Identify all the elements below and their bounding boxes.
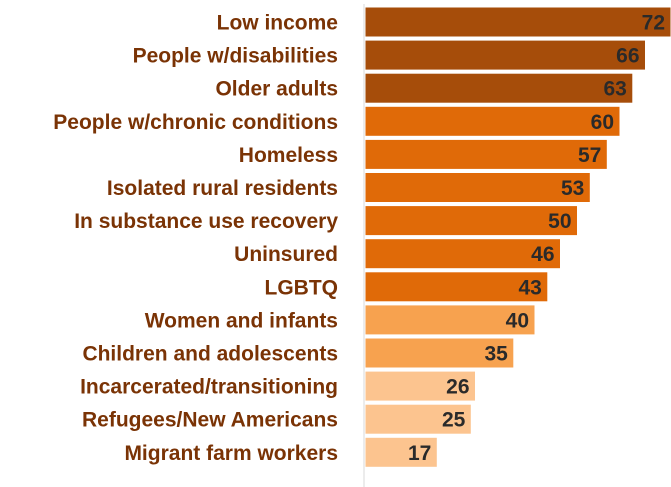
value-label-refugees-new-americans: 25: [442, 409, 466, 432]
category-label-incarcerated-transitioning: Incarcerated/transitioning: [80, 376, 338, 399]
bar-lgbtq: [364, 271, 549, 303]
bars-group: [364, 6, 671, 468]
bar-children-and-adolescents: [364, 337, 515, 369]
value-label-lgbtq: 43: [518, 276, 541, 299]
bar-refugees-new-americans: [364, 403, 472, 435]
bar-uninsured: [364, 238, 561, 270]
value-label-homeless: 57: [578, 144, 601, 167]
value-label-low-income: 72: [642, 12, 665, 35]
value-label-older-adults: 63: [603, 78, 626, 101]
category-label-migrant-farm-workers: Migrant farm workers: [124, 442, 338, 465]
value-label-people-w-disabilities: 66: [616, 45, 639, 68]
bar-low-income: [364, 6, 671, 38]
category-label-older-adults: Older adults: [215, 78, 338, 101]
bar-people-w-chronic-conditions: [364, 105, 621, 137]
bar-in-substance-use-recovery: [364, 205, 578, 237]
value-label-isolated-rural-residents: 53: [561, 177, 584, 200]
category-label-children-and-adolescents: Children and adolescents: [82, 343, 338, 366]
category-label-low-income: Low income: [217, 12, 338, 35]
bar-incarcerated-transitioning: [364, 370, 476, 402]
category-label-people-w-disabilities: People w/disabilities: [133, 45, 338, 68]
category-labels-group: Low income People w/disabilities Older adu…: [53, 12, 338, 465]
value-label-people-w-chronic-conditions: 60: [591, 111, 614, 134]
category-label-isolated-rural-residents: Isolated rural residents: [107, 177, 338, 200]
value-label-migrant-farm-workers: 17: [408, 442, 431, 465]
category-label-homeless: Homeless: [239, 144, 338, 167]
bar-migrant-farm-workers: [364, 436, 438, 468]
bar-homeless: [364, 138, 608, 170]
category-label-people-w-chronic-conditions: People w/chronic conditions: [53, 111, 338, 134]
value-label-uninsured: 46: [531, 243, 554, 266]
bar-women-and-infants: [364, 304, 536, 336]
category-label-women-and-infants: Women and infants: [145, 309, 338, 332]
category-label-uninsured: Uninsured: [234, 243, 338, 266]
category-label-lgbtq: LGBTQ: [265, 276, 339, 299]
category-label-refugees-new-americans: Refugees/New Americans: [82, 409, 338, 432]
value-label-incarcerated-transitioning: 26: [446, 376, 469, 399]
value-label-women-and-infants: 40: [506, 309, 529, 332]
bar-people-w-disabilities: [364, 39, 646, 71]
value-label-children-and-adolescents: 35: [484, 343, 508, 366]
value-label-in-substance-use-recovery: 50: [548, 210, 571, 233]
bar-isolated-rural-residents: [364, 172, 591, 203]
category-label-in-substance-use-recovery: In substance use recovery: [74, 210, 338, 233]
bar-older-adults: [364, 72, 634, 104]
